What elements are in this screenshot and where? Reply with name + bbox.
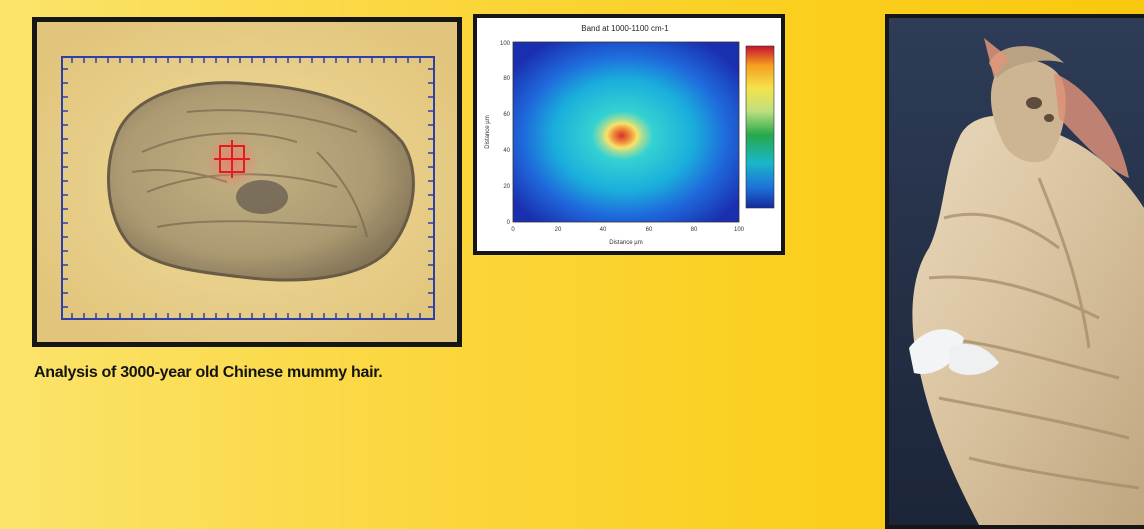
y-tick-label: 20 — [503, 184, 510, 190]
x-tick-label: 100 — [734, 227, 745, 233]
x-axis-label: Distance µm — [609, 240, 642, 246]
analysis-grid — [214, 140, 250, 178]
mummy-photo — [889, 18, 1144, 525]
microscope-image-panel — [32, 17, 462, 347]
chemical-map-title: Band at 1000-1100 cm-1 — [581, 24, 669, 33]
frame-ticks — [62, 57, 434, 319]
x-tick-label: 40 — [600, 227, 607, 233]
x-tick-label: 20 — [555, 227, 562, 233]
heatmap-area — [513, 42, 739, 222]
y-axis-label: Distance µm — [485, 115, 491, 148]
mummy-photo-panel — [885, 14, 1144, 529]
y-tick-label: 40 — [503, 148, 510, 154]
x-tick-label: 80 — [691, 227, 698, 233]
colorbar — [745, 45, 775, 209]
y-tick-label: 0 — [507, 220, 511, 226]
chemical-map-chart: Band at 1000-1100 cm-1 0 20 40 60 80 100… — [485, 24, 775, 246]
x-tick-label: 0 — [511, 227, 515, 233]
hair-cross-section-image — [37, 22, 457, 342]
figure-caption: Analysis of 3000-year old Chinese mummy … — [34, 364, 383, 381]
y-tick-label: 100 — [500, 41, 511, 47]
y-tick-label: 80 — [503, 76, 510, 82]
x-tick-label: 60 — [646, 227, 653, 233]
y-tick-label: 60 — [503, 112, 510, 118]
chemical-map-panel: Band at 1000-1100 cm-1 0 20 40 60 80 100… — [473, 14, 785, 255]
